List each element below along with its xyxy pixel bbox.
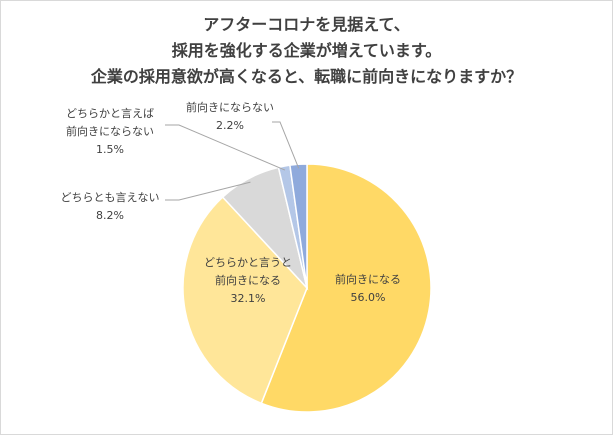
leader-line-5 — [272, 121, 300, 169]
slice-label-2: どちらかと言うと — [204, 256, 292, 269]
slice-label-2: 前向きになる — [215, 273, 281, 287]
slice-value-5: 2.2% — [216, 119, 244, 132]
slice-value-4: 1.5% — [96, 143, 124, 156]
slice-label-4: どちらかと言えば — [66, 107, 154, 120]
pie-slice-2 — [182, 196, 308, 405]
leader-line-4 — [165, 124, 286, 171]
leader-line-3 — [165, 181, 251, 201]
pie-slice-5 — [289, 163, 308, 289]
title-line-2: 採用を強化する企業が増えています。 — [171, 41, 442, 60]
slice-label-3: どちらとも言えない — [61, 191, 160, 204]
slice-label-5: 前向きにならない — [186, 100, 274, 114]
slice-value-2: 32.1% — [231, 292, 266, 305]
slice-label-1: 前向きになる — [335, 272, 401, 286]
chart-title: アフターコロナを見据えて、 採用を強化する企業が増えています。 企業の採用意欲が… — [0, 12, 613, 90]
title-line-1: アフターコロナを見据えて、 — [203, 15, 410, 34]
slice-value-3: 8.2% — [96, 209, 124, 222]
pie-slice-1 — [260, 163, 432, 413]
title-line-3: 企業の採用意欲が高くなると、転職に前向きになりますか？ — [90, 67, 523, 86]
slice-label-4: 前向きにならない — [66, 124, 154, 138]
slice-value-1: 56.0% — [351, 291, 386, 304]
